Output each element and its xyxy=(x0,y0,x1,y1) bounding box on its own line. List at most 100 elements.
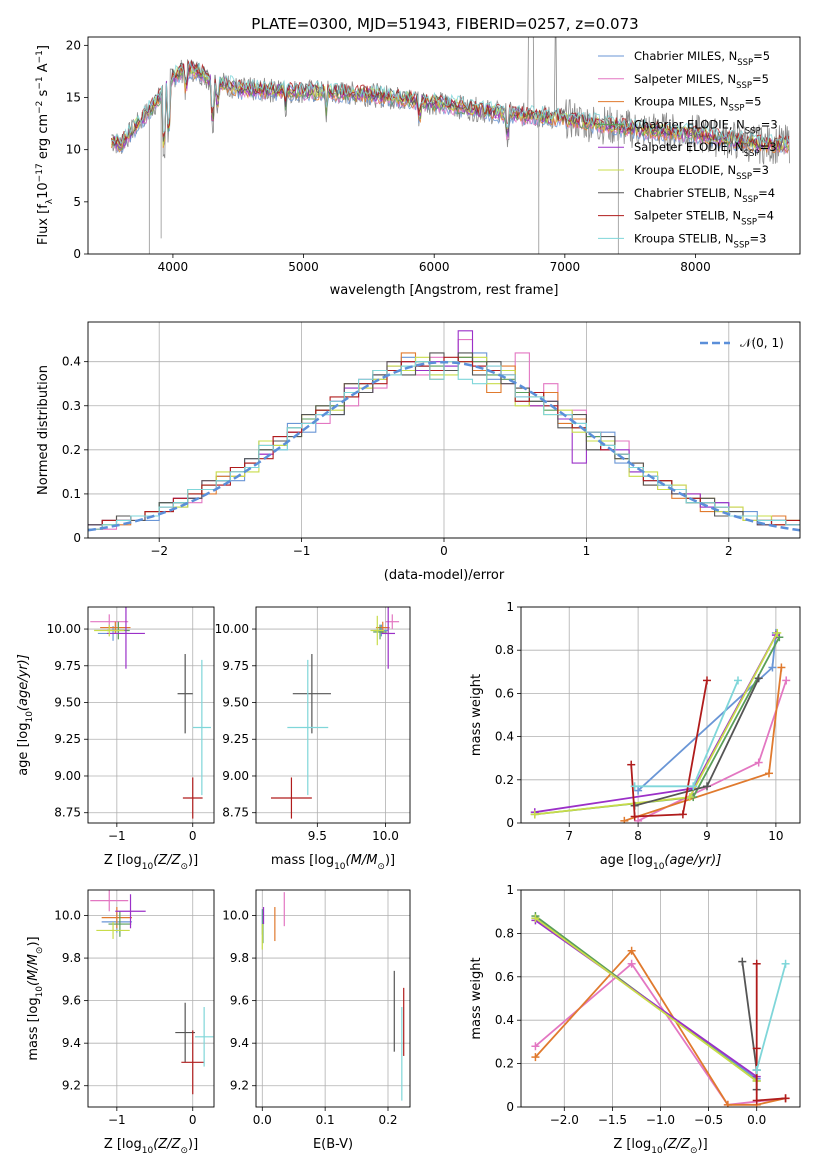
weight-line xyxy=(534,636,781,816)
label-part: )] xyxy=(188,853,198,868)
legend-label: Chabrier ELODIE, NSSP=3 xyxy=(634,117,778,136)
legend-label: Chabrier MILES, NSSP=5 xyxy=(634,49,770,68)
y-axis-label: age [log10(age/yr)] xyxy=(16,654,35,776)
label-part: ⊙ xyxy=(690,1146,698,1156)
x-tick-label: 10 xyxy=(768,829,783,843)
axes-age_vs_Z: −1 0 8.75 9.00 9.25 9.50 9.75 10.00 xyxy=(47,606,215,843)
legend-series-name: Salpeter ELODIE, N xyxy=(634,140,744,154)
y-tick-label: 9.50 xyxy=(54,696,81,710)
y-tick-label: 9.8 xyxy=(230,951,249,965)
label-part: A xyxy=(36,63,51,76)
frame: −2 −1 0 1 2 0 0.1 0.2 0.3 0.4 xyxy=(62,321,801,558)
legend-subscript: SSP xyxy=(744,149,760,159)
y-tick-label: 0.8 xyxy=(495,926,514,940)
legend-subscript: SSP xyxy=(736,172,752,182)
label-part: λ xyxy=(45,198,55,204)
x-tick-label: 1 xyxy=(583,544,591,558)
x-tick-label: 6000 xyxy=(419,260,450,274)
y-tick-label: 20 xyxy=(66,38,81,52)
x-tick-label: −1.0 xyxy=(646,1113,675,1127)
axes-age_vs_mass: 9.5 10.0 8.75 9.00 9.25 9.50 9.75 10.00 xyxy=(215,606,411,843)
label-part: Z [log xyxy=(104,1137,142,1152)
label-part: s xyxy=(36,89,51,100)
y-tick-label: 10.00 xyxy=(215,622,249,636)
y-tick-label: 9.2 xyxy=(62,1079,81,1093)
label-part: )] xyxy=(188,1137,198,1152)
label-part: (age/yr)] xyxy=(16,654,31,711)
frame: 7 8 9 10 0 0.2 0.4 0.6 0.8 1 xyxy=(495,600,801,843)
y-tick-label: 9.8 xyxy=(62,951,81,965)
x-tick-label: −1 xyxy=(108,1113,126,1127)
label-part: (age/yr)] xyxy=(664,853,721,868)
legend-label: Kroupa MILES, NSSP=5 xyxy=(634,95,761,114)
axes-mass_vs_Z: −1 0 9.2 9.4 9.6 9.8 10.0 xyxy=(54,889,215,1127)
y-tick-label: 0 xyxy=(73,247,81,261)
x-tick-label: 0 xyxy=(189,829,197,843)
x-axis-label: (data-model)/error xyxy=(384,568,505,583)
label-part: ⊙ xyxy=(377,862,385,872)
label-part: )] xyxy=(26,936,41,946)
label-part: ⊙ xyxy=(35,947,45,955)
label-part: (M/M xyxy=(26,954,41,986)
y-tick-label: 9.4 xyxy=(62,1036,81,1050)
label-part: mass [log xyxy=(26,997,41,1060)
weight-line xyxy=(630,680,708,818)
legend-label: 𝒩(0, 1) xyxy=(740,336,784,350)
y-tick-label: 0 xyxy=(506,816,514,830)
y-tick-label: 0.2 xyxy=(495,773,514,787)
y-tick-label: 0.1 xyxy=(62,487,81,501)
model-spectrum-line xyxy=(111,61,790,152)
label-part: ⊙ xyxy=(180,862,188,872)
x-tick-label: 5000 xyxy=(288,260,319,274)
axes-mass_vs_ebv: 0.0 0.1 0.2 9.2 9.4 9.6 9.8 10.0 xyxy=(222,889,411,1127)
label-part: ] xyxy=(36,45,51,50)
label-part: 10 xyxy=(36,182,51,199)
x-tick-label: 0.1 xyxy=(316,1113,335,1127)
label-part: 10 xyxy=(334,862,346,872)
x-tick-label: −0.5 xyxy=(694,1113,723,1127)
legend-series-name: Kroupa STELIB, N xyxy=(634,231,734,245)
plot-area-weight_vs_Z xyxy=(531,912,790,1107)
legend-subscript: SSP xyxy=(729,104,745,114)
y-tick-label: 15 xyxy=(66,91,81,105)
legend-nssp: =5 xyxy=(744,95,761,109)
plot-area-mass_vs_Z xyxy=(90,890,214,1095)
plot-area-weight_vs_age xyxy=(530,628,791,823)
plot-area-age_vs_Z xyxy=(90,607,211,819)
frame: −2.0 −1.5 −1.0 −0.5 0.0 0 0.2 0.4 0.6 0.8 1 xyxy=(495,883,801,1127)
x-tick-label: 0.0 xyxy=(253,1113,272,1127)
plot-area-age_vs_mass xyxy=(270,607,400,819)
label-part: age [log xyxy=(16,723,31,776)
x-tick-label: −1 xyxy=(293,544,311,558)
gaussian-curve xyxy=(88,360,800,532)
plot-area-residuals xyxy=(88,330,800,532)
label-part: −17 xyxy=(35,163,45,182)
y-tick-label: 0.4 xyxy=(495,1013,514,1027)
y-tick-label: 8.75 xyxy=(222,806,249,820)
x-tick-label: 0.2 xyxy=(378,1113,397,1127)
legend-label: Salpeter STELIB, NSSP=4 xyxy=(634,209,774,228)
legend-series-name: Salpeter MILES, N xyxy=(634,72,736,86)
label-part: −1 xyxy=(35,76,45,89)
legend-nssp: =3 xyxy=(752,163,769,177)
histogram-step xyxy=(88,356,800,530)
y-tick-label: 9.00 xyxy=(54,769,81,783)
label-part: 10 xyxy=(651,1146,663,1156)
legend-subscript: SSP xyxy=(742,195,758,205)
legend-series-name: Chabrier STELIB, N xyxy=(634,186,742,200)
y-tick-label: 1 xyxy=(506,883,514,897)
y-tick-label: 0 xyxy=(506,1100,514,1114)
x-axis-label: mass [log10(M/M⊙)] xyxy=(271,853,395,872)
label-part: −1 xyxy=(35,50,45,63)
x-axis-label: Z [log10(Z/Z⊙)] xyxy=(104,1137,198,1156)
axes-frame xyxy=(87,889,215,1108)
weight-line xyxy=(755,963,787,1071)
x-tick-label: 0.0 xyxy=(747,1113,766,1127)
legend-nssp: =3 xyxy=(760,140,777,154)
x-tick-label: 4000 xyxy=(158,260,189,274)
legend-label: Chabrier STELIB, NSSP=4 xyxy=(634,186,775,205)
y-tick-label: 9.75 xyxy=(54,659,81,673)
model-spectrum-line xyxy=(111,61,790,147)
y-tick-label: 9.4 xyxy=(230,1036,249,1050)
